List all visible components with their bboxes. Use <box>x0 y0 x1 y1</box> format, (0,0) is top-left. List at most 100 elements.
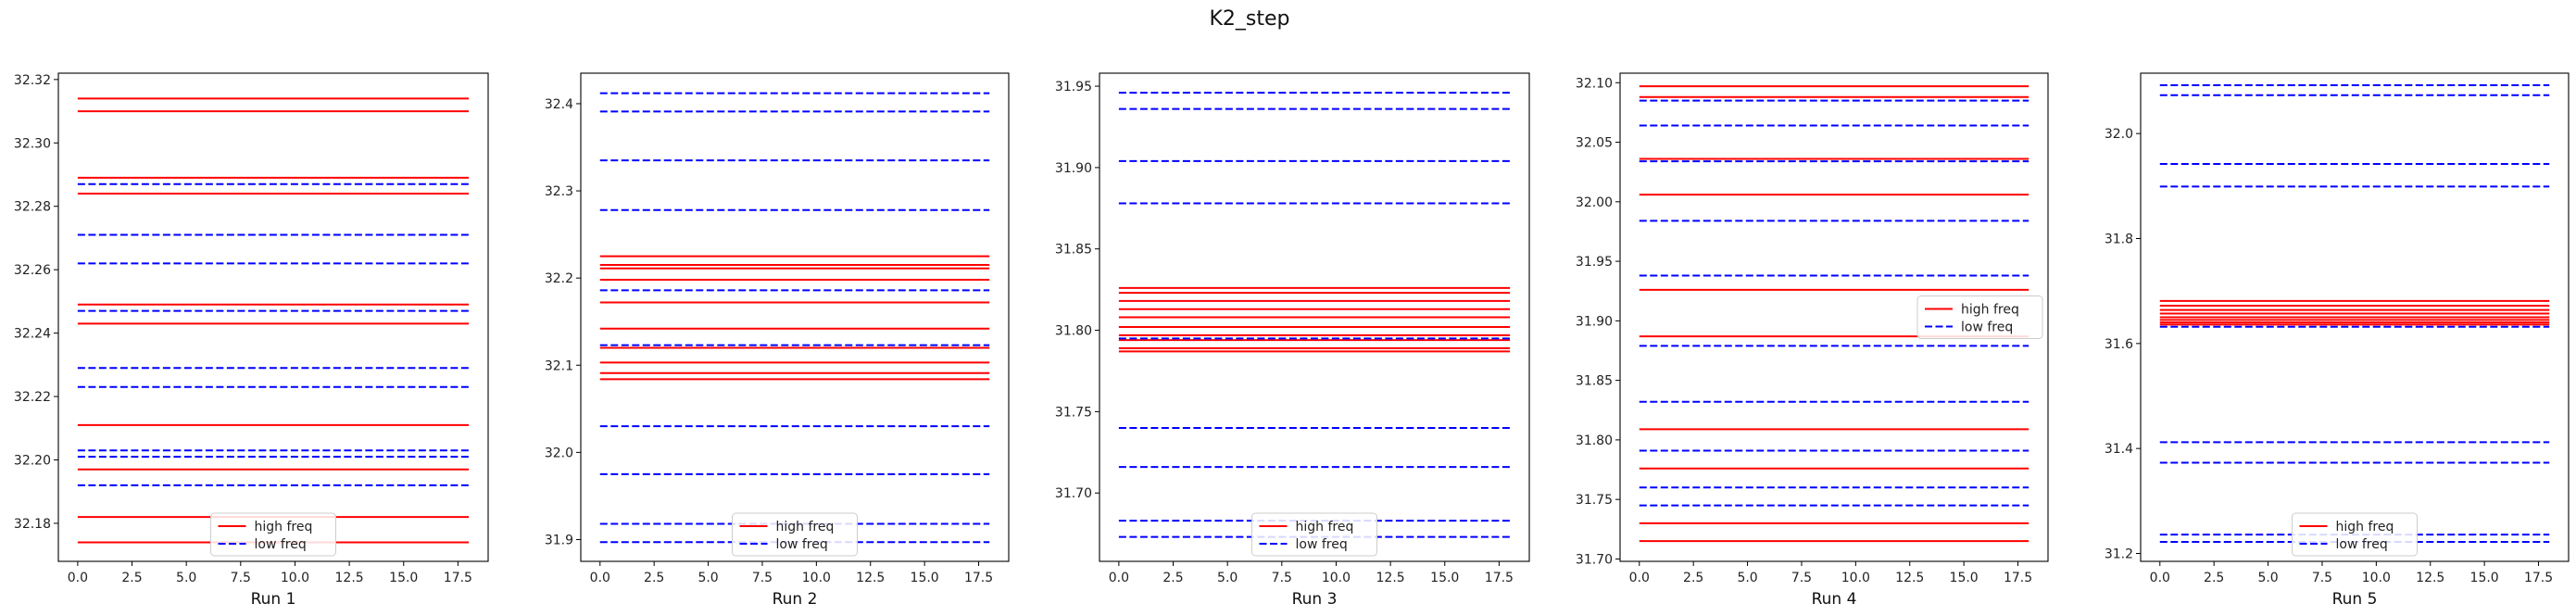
y-tick-label: 32.28 <box>14 200 51 215</box>
x-tick-label: 12.5 <box>1895 571 1924 585</box>
x-tick-label: 7.5 <box>752 571 773 585</box>
x-tick-label: 0.0 <box>590 571 610 585</box>
y-tick-label: 32.32 <box>14 73 51 88</box>
x-tick-label: 15.0 <box>1430 571 1459 585</box>
x-tick-label: 2.5 <box>1162 571 1183 585</box>
x-tick-label: 5.0 <box>176 571 196 585</box>
y-tick-label: 32.2 <box>545 271 573 286</box>
y-tick-label: 32.26 <box>14 263 51 278</box>
subplot-5: 0.0 2.5 5.0 7.5 10.0 12.5 15.0 17.5 31.2 31.4 31.6… <box>2105 72 2570 609</box>
y-tick-label: 32.24 <box>14 327 51 342</box>
y-tick-label: 32.1 <box>545 358 573 373</box>
x-tick-label: 10.0 <box>802 571 831 585</box>
x-axis-label: Run 3 <box>1292 590 1338 609</box>
legend-entry-high-freq-label: high freq <box>1296 520 1354 534</box>
y-tick-label: 31.90 <box>1576 314 1613 329</box>
y-tick-label: 31.6 <box>2105 337 2133 352</box>
x-tick-label: 7.5 <box>231 571 251 585</box>
x-tick-label: 0.0 <box>2150 571 2170 585</box>
axes-frame <box>57 72 489 562</box>
x-axis-label: Run 4 <box>1812 590 1857 609</box>
y-tick-label: 31.95 <box>1055 80 1092 94</box>
legend-entry-high-freq-label: high freq <box>776 520 835 534</box>
y-tick-label: 31.70 <box>1576 552 1613 567</box>
x-tick-label: 5.0 <box>697 571 718 585</box>
x-tick-label: 0.0 <box>1629 571 1650 585</box>
axes-frame <box>1099 72 1530 562</box>
axes-frame <box>1619 72 2049 562</box>
y-tick-label: 31.75 <box>1576 493 1613 508</box>
legend-box <box>210 512 336 557</box>
x-tick-label: 15.0 <box>389 571 418 585</box>
x-tick-label: 0.0 <box>68 571 88 585</box>
legend-entry-high-freq-label: high freq <box>2336 520 2394 534</box>
legend-entry-low-freq-label: low freq <box>1961 321 2013 335</box>
x-tick-label: 15.0 <box>911 571 939 585</box>
x-tick-label: 10.0 <box>281 571 309 585</box>
x-tick-label: 5.0 <box>1737 571 1757 585</box>
legend: high freq low freq <box>732 512 858 557</box>
x-tick-label: 10.0 <box>1841 571 1870 585</box>
x-tick-label: 5.0 <box>1217 571 1238 585</box>
legend: high freq low freq <box>1916 295 2043 339</box>
x-axis-label: Run 5 <box>2332 590 2378 609</box>
x-tick-label: 2.5 <box>644 571 664 585</box>
legend-entry-low-freq-label: low freq <box>2336 537 2388 552</box>
y-tick-label: 32.0 <box>2105 127 2133 142</box>
y-tick-label: 31.8 <box>2105 233 2133 247</box>
legend-entry-low-freq-label: low freq <box>1296 537 1348 552</box>
x-tick-label: 17.5 <box>2004 571 2032 585</box>
legend: high freq low freq <box>1251 512 1377 557</box>
x-axis-label: Run 1 <box>251 590 296 609</box>
x-tick-label: 17.5 <box>964 571 993 585</box>
x-tick-label: 12.5 <box>2416 571 2444 585</box>
legend-box <box>732 512 858 557</box>
x-tick-label: 15.0 <box>1950 571 1979 585</box>
x-tick-label: 17.5 <box>1485 571 1514 585</box>
subplot-4: 0.0 2.5 5.0 7.5 10.0 12.5 15.0 17.5 31.70 31.75 31… <box>1576 72 2049 609</box>
legend-entry-low-freq-label: low freq <box>776 537 828 552</box>
x-tick-label: 7.5 <box>1272 571 1292 585</box>
x-tick-label: 17.5 <box>444 571 472 585</box>
axes-frame <box>580 72 1010 562</box>
y-tick-label: 31.70 <box>1055 486 1092 501</box>
axes-frame <box>2140 72 2570 562</box>
x-tick-label: 10.0 <box>2362 571 2391 585</box>
legend-entry-high-freq-label: high freq <box>1961 303 2019 318</box>
y-tick-label: 32.22 <box>14 390 51 405</box>
y-tick-label: 31.80 <box>1576 434 1613 448</box>
subplot-1: 0.0 2.5 5.0 7.5 10.0 12.5 15.0 17.5 32.18 32.20 32… <box>14 72 489 609</box>
x-tick-label: 2.5 <box>121 571 142 585</box>
legend: high freq low freq <box>2292 512 2418 557</box>
x-tick-label: 2.5 <box>1683 571 1703 585</box>
y-tick-label: 32.00 <box>1576 195 1613 210</box>
y-tick-label: 31.80 <box>1055 324 1092 339</box>
x-tick-label: 12.5 <box>856 571 885 585</box>
subplot-2: 0.0 2.5 5.0 7.5 10.0 12.5 15.0 17.5 31.9 32.0 32.1… <box>545 72 1010 609</box>
x-tick-label: 17.5 <box>2524 571 2553 585</box>
figure-title: K2_step <box>1209 7 1289 31</box>
y-tick-label: 31.95 <box>1576 255 1613 270</box>
legend-entry-high-freq-label: high freq <box>255 520 313 534</box>
y-tick-label: 32.20 <box>14 453 51 468</box>
y-tick-label: 32.10 <box>1576 76 1613 91</box>
legend-box <box>1916 295 2043 339</box>
x-tick-label: 0.0 <box>1109 571 1129 585</box>
x-tick-label: 7.5 <box>1791 571 1812 585</box>
subplots: 0.0 2.5 5.0 7.5 10.0 12.5 15.0 17.5 32.18 32.20 32… <box>14 72 2570 609</box>
y-tick-label: 31.4 <box>2105 442 2133 457</box>
legend-box <box>1251 512 1377 557</box>
y-tick-label: 31.2 <box>2105 547 2133 562</box>
x-tick-label: 2.5 <box>2204 571 2224 585</box>
y-tick-label: 31.85 <box>1576 374 1613 389</box>
x-tick-label: 12.5 <box>1376 571 1405 585</box>
y-tick-label: 32.18 <box>14 517 51 532</box>
y-tick-label: 31.85 <box>1055 243 1092 258</box>
y-tick-label: 31.75 <box>1055 405 1092 420</box>
subplot-3: 0.0 2.5 5.0 7.5 10.0 12.5 15.0 17.5 31.70 31.75 31… <box>1055 72 1530 609</box>
y-tick-label: 32.30 <box>14 136 51 151</box>
x-tick-label: 12.5 <box>335 571 364 585</box>
x-tick-label: 5.0 <box>2257 571 2278 585</box>
y-tick-label: 32.0 <box>545 446 573 460</box>
